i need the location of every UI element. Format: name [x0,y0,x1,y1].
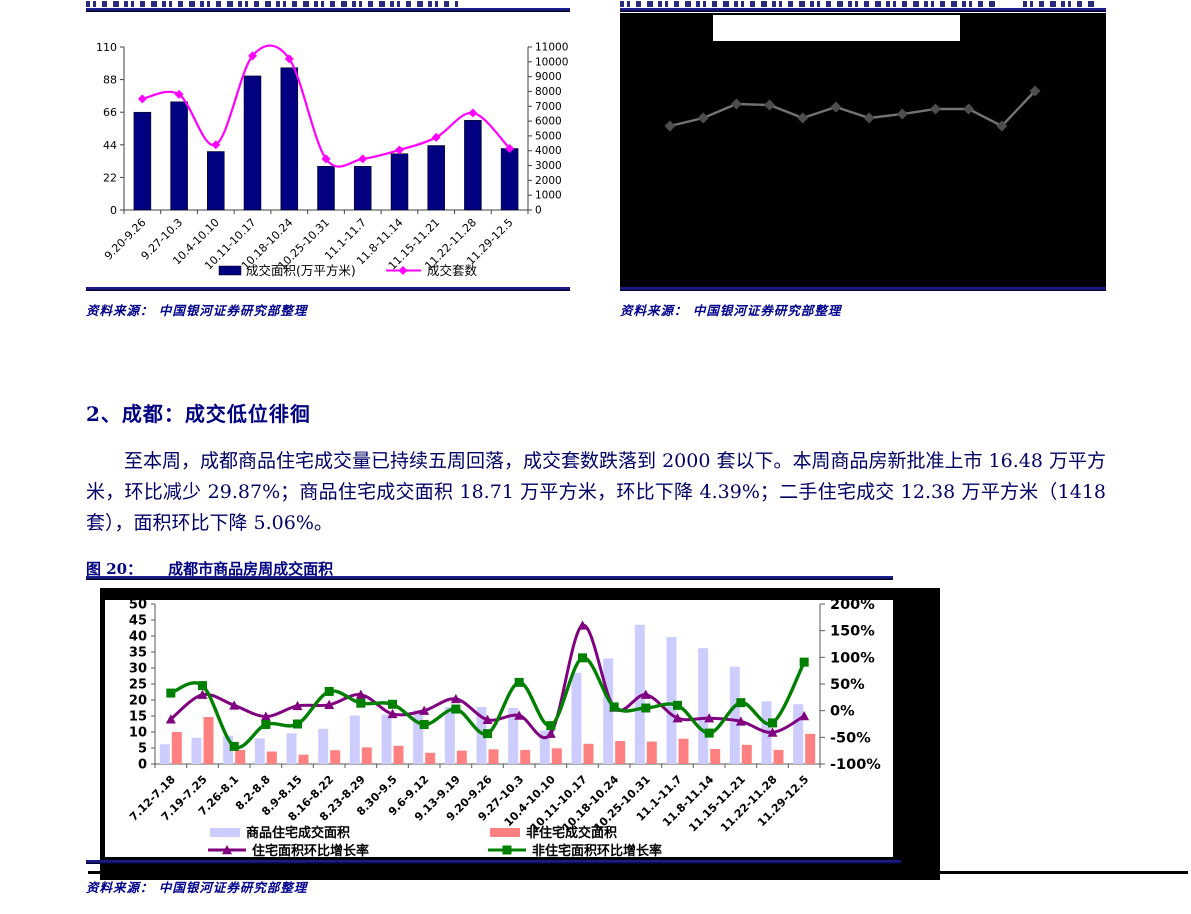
legend-box-empty [713,15,960,41]
body-paragraph: 至本周，成都商品住宅成交量已持续五周回落，成交套数跌落到 2000 套以下。本周… [86,450,1106,534]
svg-text:0: 0 [110,204,117,217]
source-text: 资料来源： 中国银河证券研究部整理 [620,303,842,318]
svg-text:非住宅成交面积: 非住宅成交面积 [526,825,617,841]
svg-text:5: 5 [138,742,147,757]
svg-text:150%: 150% [830,624,875,640]
svg-text:10: 10 [129,726,147,741]
clipped-caption-left [86,1,458,7]
svg-text:25: 25 [129,678,147,693]
chart-combo-left: 0 22 44 66 88 110 0 1000 2000 3000 4000 5000 6000 700… [86,13,570,287]
svg-text:50%: 50% [830,677,865,693]
svg-text:成交面积(万平方米): 成交面积(万平方米) [246,263,356,278]
svg-text:44: 44 [103,139,117,152]
source-text: 资料来源： 中国银河证券研究部整理 [86,880,308,895]
figure20-chart: 0 5 10 15 20 25 30 35 40 45 50 200% 150% 100% 50% 0% -50… [100,588,940,880]
figure20-caption-label: 图 20： [86,560,143,578]
svg-text:0: 0 [535,205,542,217]
svg-text:110: 110 [96,41,117,54]
svg-text:2000: 2000 [535,175,562,187]
figure20-caption: 图 20： 成都市商品房周成交面积 [86,558,333,579]
figure-bottom-rule [620,287,1106,291]
svg-text:9000: 9000 [535,71,562,83]
combo-chart-svg: 0 22 44 66 88 110 0 1000 2000 3000 4000 5000 6000 700… [86,13,570,287]
chart-line-right [620,13,1106,287]
figure-top-rule [620,8,1106,12]
svg-text:0: 0 [138,758,147,773]
svg-text:成交套数: 成交套数 [427,263,478,278]
section-heading: 2、成都：成交低位徘徊 [86,402,311,426]
svg-text:100%: 100% [830,650,875,666]
svg-text:6000: 6000 [535,116,562,128]
svg-text:88: 88 [103,74,117,87]
clipped-caption-right [620,1,1000,7]
source-note-right: 资料来源： 中国银河证券研究部整理 [620,300,841,319]
svg-text:5000: 5000 [535,130,562,142]
svg-text:66: 66 [103,106,117,119]
figure-bottom-rule [86,287,570,291]
figure20-caption-rule [86,576,893,580]
svg-text:20: 20 [129,694,147,709]
svg-text:10000: 10000 [535,56,568,68]
svg-text:15: 15 [129,710,147,725]
svg-text:8000: 8000 [535,86,562,98]
svg-text:1000: 1000 [535,190,562,202]
source-text: 资料来源： 中国银河证券研究部整理 [86,303,308,318]
svg-text:3000: 3000 [535,160,562,172]
svg-text:-100%: -100% [830,757,881,773]
figure20-bottom-rule [86,860,901,864]
source-note-bottom: 资料来源： 中国银河证券研究部整理 [86,877,307,896]
svg-text:11000: 11000 [535,42,568,54]
figure-top-rule [86,8,570,12]
svg-text:22: 22 [103,171,117,184]
svg-text:45: 45 [129,614,147,629]
svg-text:非住宅面积环比增长率: 非住宅面积环比增长率 [532,843,662,859]
source-note-left: 资料来源： 中国银河证券研究部整理 [86,300,307,319]
svg-text:200%: 200% [830,597,875,613]
svg-text:-50%: -50% [830,730,871,746]
svg-text:40: 40 [129,630,147,645]
svg-text:30: 30 [129,662,147,677]
divider-band [88,871,1188,874]
gray-line-chart-svg [620,13,1106,287]
svg-text:50: 50 [129,598,147,613]
svg-text:0%: 0% [830,704,855,720]
svg-text:7000: 7000 [535,101,562,113]
svg-text:商品住宅成交面积: 商品住宅成交面积 [246,825,350,841]
svg-text:4000: 4000 [535,145,562,157]
figure20-caption-title: 成都市商品房周成交面积 [168,560,334,578]
svg-text:住宅面积环比增长率: 住宅面积环比增长率 [252,843,369,859]
svg-text:35: 35 [129,646,147,661]
clipped-caption-right-end [1023,1,1095,7]
